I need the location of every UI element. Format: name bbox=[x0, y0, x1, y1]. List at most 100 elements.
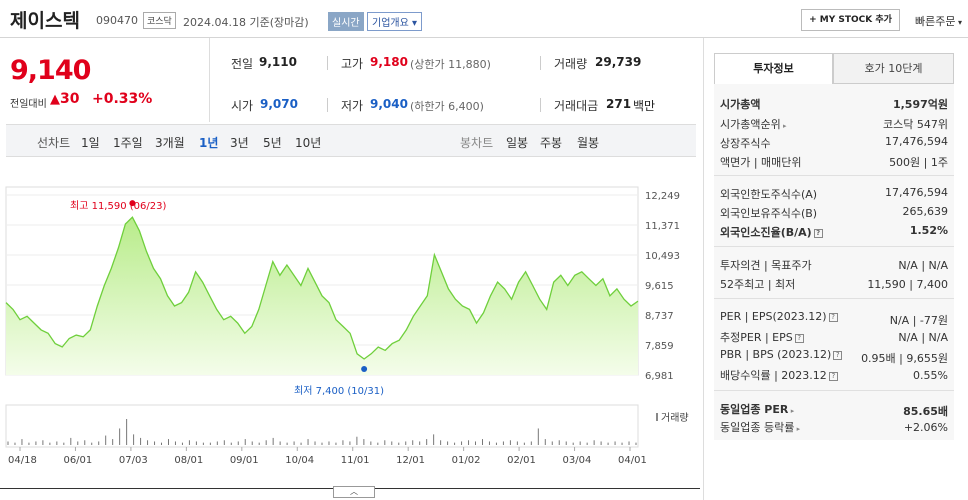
volume-label: 거래량 bbox=[554, 57, 588, 71]
pbr-value: 0.95배 | 9,655원 bbox=[861, 352, 948, 365]
stock-code: 090470 bbox=[96, 14, 138, 27]
volume-legend-mark bbox=[656, 413, 658, 421]
y-tick-label: 7,859 bbox=[645, 341, 674, 352]
x-tick-label: 04/18 bbox=[8, 455, 37, 466]
upper-limit: (상한가 11,880) bbox=[410, 58, 491, 71]
low-value: 9,040 bbox=[370, 97, 408, 111]
candle-monthly[interactable]: 월봉 bbox=[577, 136, 600, 150]
sector-change-value: +2.06% bbox=[903, 421, 948, 434]
change-label: 전일대비 bbox=[10, 99, 47, 110]
price-chart[interactable]: 12,249 11,371 10,493 9,615 8,737 7,859 6,981 최고… bbox=[0, 165, 700, 495]
current-price: 9,140 bbox=[10, 55, 91, 86]
period-5y[interactable]: 5년 bbox=[263, 136, 282, 150]
x-tick-label: 04/01 bbox=[618, 455, 647, 466]
dividend-text: 배당수익률 | 2023.12 bbox=[720, 369, 827, 382]
high-value: 9,180 bbox=[370, 55, 408, 69]
company-overview-dropdown[interactable]: 기업개요 ▾ bbox=[367, 12, 423, 31]
high-label: 고가 bbox=[341, 57, 364, 71]
foreign-ratio-label: 외국인소진율(B/A)? bbox=[720, 224, 823, 240]
divider bbox=[540, 56, 541, 70]
per-text: PER | EPS(2023.12) bbox=[720, 310, 827, 323]
x-tick-label: 10/04 bbox=[285, 455, 314, 466]
help-icon[interactable]: ? bbox=[828, 312, 838, 322]
realtime-button[interactable]: 실시간 bbox=[328, 12, 364, 31]
market-cap-rank-text: 시가총액순위 bbox=[720, 118, 781, 131]
divider bbox=[714, 175, 954, 176]
per-label: PER | EPS(2023.12)? bbox=[720, 310, 838, 323]
volume-legend: 거래량 bbox=[661, 412, 689, 424]
y-tick-label: 9,615 bbox=[645, 281, 674, 292]
price-line bbox=[5, 216, 639, 360]
divider bbox=[714, 390, 954, 391]
quick-order-button[interactable]: 빠른주문 ▾ bbox=[915, 13, 962, 29]
foreign-limit-value: 17,476,594 bbox=[885, 186, 948, 199]
divider bbox=[327, 98, 328, 112]
chevron-down-icon: ▾ bbox=[955, 18, 963, 27]
y-tick-label: 10,493 bbox=[645, 251, 680, 262]
x-tick-label: 07/03 bbox=[119, 455, 148, 466]
sector-per-text: 동일업종 PER bbox=[720, 403, 789, 416]
candle-weekly[interactable]: 주봉 bbox=[540, 136, 563, 150]
x-tick-label: 02/01 bbox=[507, 455, 536, 466]
period-1y[interactable]: 1년 bbox=[199, 136, 219, 150]
help-icon[interactable]: ? bbox=[828, 371, 838, 381]
period-3m[interactable]: 3개월 bbox=[155, 136, 185, 150]
up-triangle-icon: ▲ bbox=[50, 92, 60, 107]
foreign-ratio-text: 외국인소진율(B/A) bbox=[720, 226, 812, 239]
week52-value: 11,590 | 7,400 bbox=[867, 278, 948, 291]
opinion-value: N/A | N/A bbox=[898, 259, 948, 272]
tab-invest-info[interactable]: 투자정보 bbox=[714, 53, 833, 84]
low-label: 저가 bbox=[341, 99, 364, 113]
period-3y[interactable]: 3년 bbox=[230, 136, 249, 150]
est-per-value: N/A | N/A bbox=[898, 331, 948, 344]
period-1d[interactable]: 1일 bbox=[81, 136, 100, 150]
y-tick-label: 6,981 bbox=[645, 371, 674, 382]
market-cap-label: 시가총액 bbox=[720, 98, 761, 111]
x-tick-label: 06/01 bbox=[63, 455, 92, 466]
change-percent: +0.33% bbox=[92, 91, 153, 107]
period-bar bbox=[6, 124, 696, 157]
change-value: ▲30 bbox=[50, 91, 79, 107]
y-tick-label: 8,737 bbox=[645, 311, 674, 322]
period-10y[interactable]: 10년 bbox=[295, 136, 322, 150]
dividend-value: 0.55% bbox=[913, 369, 948, 382]
chevron-right-icon: ▸ bbox=[788, 407, 795, 415]
open-label: 시가 bbox=[231, 99, 254, 113]
chevron-up-icon: ︿ bbox=[350, 487, 358, 496]
chevron-right-icon: ▸ bbox=[780, 122, 787, 130]
candle-chart-label: 봉차트 bbox=[460, 136, 494, 150]
high-label: 최고 11,590 (06/23) bbox=[70, 200, 166, 212]
x-tick-label: 09/01 bbox=[230, 455, 259, 466]
help-icon[interactable]: ? bbox=[833, 350, 843, 360]
sector-per-value: 85.65배 bbox=[903, 405, 948, 418]
tab-orderbook[interactable]: 호가 10단계 bbox=[833, 53, 954, 84]
period-1w[interactable]: 1주일 bbox=[113, 136, 143, 150]
divider bbox=[714, 246, 954, 247]
pbr-text: PBR | BPS (2023.12) bbox=[720, 348, 832, 361]
amount-unit: 백만 bbox=[633, 99, 656, 113]
divider bbox=[714, 298, 954, 299]
sector-per-label[interactable]: 동일업종 PER ▸ bbox=[720, 401, 794, 417]
sector-change-label[interactable]: 동일업종 등락률 ▸ bbox=[720, 419, 800, 435]
divider bbox=[327, 56, 328, 70]
help-icon[interactable]: ? bbox=[813, 228, 823, 238]
prev-value: 9,110 bbox=[259, 55, 297, 69]
market-cap-value: 1,597억원 bbox=[892, 98, 948, 111]
prev-label: 전일 bbox=[231, 57, 254, 71]
help-icon[interactable]: ? bbox=[794, 333, 804, 343]
foreign-limit-label: 외국인한도주식수(A) bbox=[720, 188, 818, 201]
low-label: 최저 7,400 (10/31) bbox=[294, 385, 384, 397]
collapse-chart-button[interactable]: ︿ bbox=[333, 486, 375, 498]
volume-value: 29,739 bbox=[595, 55, 642, 69]
x-tick-label: 11/01 bbox=[341, 455, 370, 466]
x-tick-label: 12/01 bbox=[396, 455, 425, 466]
market-cap-rank-label[interactable]: 시가총액순위 ▸ bbox=[720, 116, 786, 132]
par-value-value: 500원 | 1주 bbox=[889, 156, 948, 169]
candle-daily[interactable]: 일봉 bbox=[506, 136, 529, 150]
invest-info-panel bbox=[714, 84, 954, 440]
header-bar bbox=[0, 0, 968, 38]
overview-label: 기업개요 bbox=[372, 18, 409, 29]
opinion-label: 투자의견 | 목표주가 bbox=[720, 259, 812, 272]
add-mystock-button[interactable]: + MY STOCK 추가 bbox=[801, 9, 900, 31]
stock-name: 제이스텍 bbox=[10, 10, 80, 32]
